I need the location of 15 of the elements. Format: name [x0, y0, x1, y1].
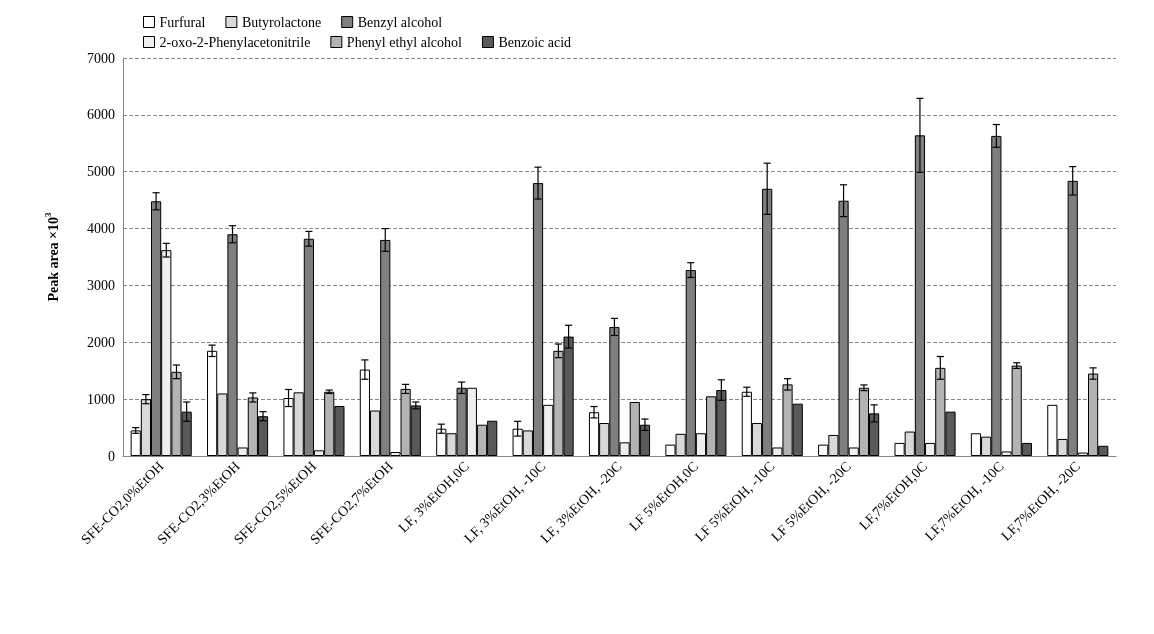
legend-label: Butyrolactone [241, 14, 322, 30]
y-tick-label: 7000 [87, 50, 115, 66]
legend-label: 2-oxo-2-Phenylacetonitrile [159, 34, 311, 50]
y-tick-label: 2000 [87, 334, 115, 350]
y-tick-label: 5000 [87, 164, 115, 180]
legend-label: Benzyl alcohol [357, 14, 443, 30]
y-tick-label: 3000 [87, 277, 115, 293]
y-tick-label: 0 [108, 448, 115, 464]
y-tick-label: 6000 [87, 107, 115, 123]
legend-label: Phenyl ethyl alcohol [346, 34, 463, 50]
legend-label: Benzoic acid [498, 34, 572, 50]
y-tick-label: 4000 [87, 221, 115, 237]
y-axis-title: Peak area ×103 [42, 211, 61, 302]
y-tick-label: 1000 [87, 391, 115, 407]
legend-label: Furfural [159, 14, 206, 30]
